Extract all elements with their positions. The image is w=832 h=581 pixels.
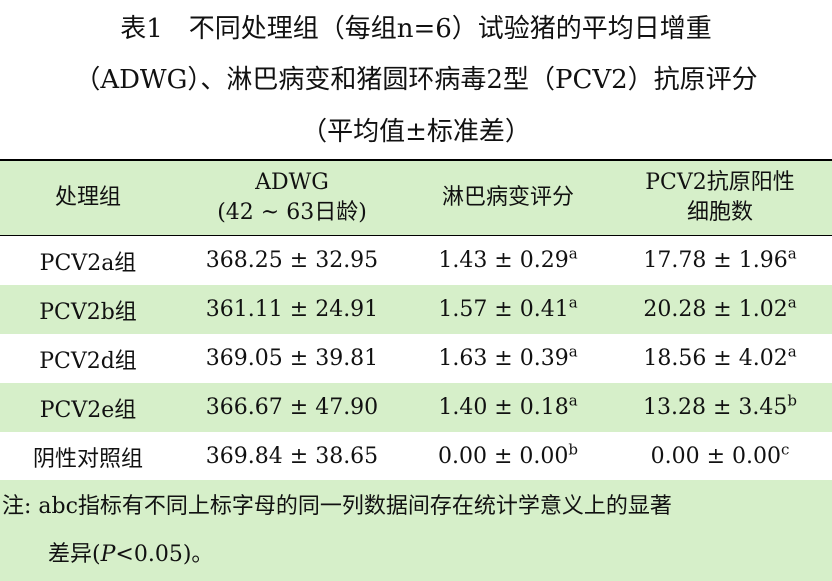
cell-group: 阴性对照组 <box>0 432 176 483</box>
results-table: 处理组 ADWG (42 ~ 63日龄) 淋巴病变评分 PCV2抗原阳性 细胞数… <box>0 159 832 483</box>
header-adwg-sublabel: (42 ~ 63日龄) <box>217 200 367 225</box>
cell-adwg: 368.25 ± 32.95 <box>205 248 379 273</box>
cell-lymph: 1.57 ± 0.41a <box>408 285 608 334</box>
pcv2-value: 13.28 ± 3.45 <box>643 395 788 420</box>
pcv2-superscript: a <box>787 244 797 263</box>
cell-adwg: 361.11 ± 24.91 <box>205 297 379 322</box>
cell-adwg: 366.67 ± 47.90 <box>205 395 379 420</box>
cell-adwg: 369.05 ± 39.81 <box>205 346 379 371</box>
cell-pcv2: 17.78 ± 1.96a <box>608 236 832 286</box>
lymph-superscript: a <box>568 244 578 263</box>
table-footnote: 注: abc指标有不同上标字母的同一列数据间存在统计学意义上的显著 差异(P<0… <box>0 480 832 581</box>
header-lymph-label: 淋巴病变评分 <box>441 185 574 210</box>
lymph-superscript: a <box>568 342 578 361</box>
cell-pcv2: 13.28 ± 3.45b <box>608 383 832 432</box>
footnote-line-1: 注: abc指标有不同上标字母的同一列数据间存在统计学意义上的显著 <box>2 494 672 519</box>
table-row: PCV2b组 361.11 ± 24.91 1.57 ± 0.41a 20.28… <box>0 285 832 334</box>
footnote-prefix: 差异( <box>48 542 101 567</box>
pcv2-value: 20.28 ± 1.02 <box>643 297 788 322</box>
lymph-superscript: a <box>568 391 578 410</box>
header-pcv2-label: PCV2抗原阳性 <box>645 170 795 195</box>
cell-lymph: 1.63 ± 0.39a <box>408 334 608 383</box>
cell-group: PCV2a组 <box>39 250 137 276</box>
pcv2-value: 17.78 ± 1.96 <box>643 248 788 273</box>
header-adwg: ADWG (42 ~ 63日龄) <box>176 160 408 236</box>
cell-lymph: 1.40 ± 0.18a <box>408 383 608 432</box>
cell-lymph: 1.43 ± 0.29a <box>408 236 608 286</box>
lymph-superscript: b <box>568 440 578 459</box>
caption-line-2: （ADWG）、淋巴病变和猪圆环病毒2型（PCV2）抗原评分 <box>74 65 758 95</box>
table-row: PCV2d组 369.05 ± 39.81 1.63 ± 0.39a 18.56… <box>0 334 832 383</box>
footnote-suffix: <0.05)。 <box>115 542 214 567</box>
header-group: 处理组 <box>0 160 176 236</box>
header-pcv2-sublabel: 细胞数 <box>686 200 753 225</box>
results-table-container: 处理组 ADWG (42 ~ 63日龄) 淋巴病变评分 PCV2抗原阳性 细胞数… <box>0 159 832 483</box>
table-caption: 表1 不同处理组（每组n=6）试验猪的平均日增重 （ADWG）、淋巴病变和猪圆环… <box>0 0 832 158</box>
header-adwg-label: ADWG <box>255 170 329 195</box>
pcv2-superscript: a <box>787 342 797 361</box>
cell-group: PCV2d组 <box>39 348 137 374</box>
cell-adwg: 369.84 ± 38.65 <box>176 432 408 483</box>
table-header-row: 处理组 ADWG (42 ~ 63日龄) 淋巴病变评分 PCV2抗原阳性 细胞数 <box>0 160 832 236</box>
pcv2-superscript: c <box>780 440 790 459</box>
table-row: PCV2a组 368.25 ± 32.95 1.43 ± 0.29a 17.78… <box>0 235 832 286</box>
cell-lymph: 0.00 ± 0.00b <box>408 432 608 483</box>
header-pcv2: PCV2抗原阳性 细胞数 <box>608 160 832 236</box>
caption-line-1: 表1 不同处理组（每组n=6）试验猪的平均日增重 <box>120 14 712 44</box>
lymph-value: 0.00 ± 0.00 <box>438 444 569 469</box>
table-row: 阴性对照组 369.84 ± 38.65 0.00 ± 0.00b 0.00 ±… <box>0 432 832 483</box>
cell-pcv2: 20.28 ± 1.02a <box>608 285 832 334</box>
lymph-value: 1.57 ± 0.41 <box>438 297 569 322</box>
pcv2-value: 18.56 ± 4.02 <box>643 346 788 371</box>
header-group-label: 处理组 <box>54 185 121 210</box>
table-row: PCV2e组 366.67 ± 47.90 1.40 ± 0.18a 13.28… <box>0 383 832 432</box>
footnote-line-2: 差异(P<0.05)。 <box>48 536 213 568</box>
cell-pcv2: 18.56 ± 4.02a <box>608 334 832 383</box>
lymph-value: 1.43 ± 0.29 <box>438 248 569 273</box>
cell-group: PCV2e组 <box>39 397 137 423</box>
lymph-value: 1.63 ± 0.39 <box>438 346 569 371</box>
pcv2-superscript: b <box>787 391 797 410</box>
cell-group: PCV2b组 <box>39 299 137 325</box>
footnote-p-symbol: P <box>100 542 116 567</box>
cell-pcv2: 0.00 ± 0.00c <box>608 432 832 483</box>
pcv2-superscript: a <box>787 293 797 312</box>
pcv2-value: 0.00 ± 0.00 <box>650 444 781 469</box>
lymph-superscript: a <box>568 293 578 312</box>
lymph-value: 1.40 ± 0.18 <box>438 395 569 420</box>
header-lymph: 淋巴病变评分 <box>408 160 608 236</box>
caption-line-3: （平均值±标准差） <box>301 117 531 147</box>
